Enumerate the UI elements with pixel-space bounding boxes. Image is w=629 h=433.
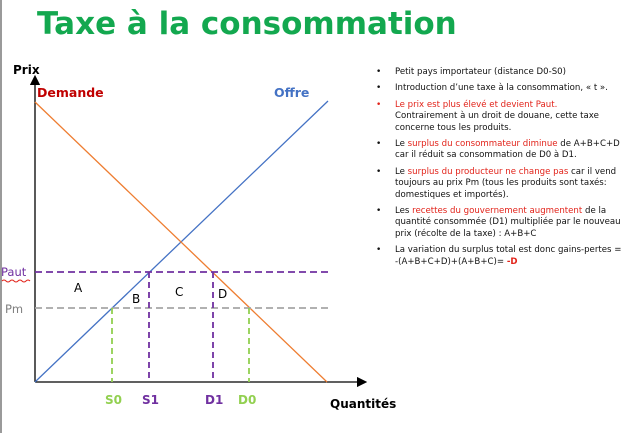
d0-label: D0: [238, 393, 256, 407]
supply-curve: [34, 100, 329, 383]
s1-label: S1: [142, 393, 159, 407]
bullet-2: Introduction d’une taxe à la consommatio…: [375, 83, 623, 95]
left-border: [0, 0, 2, 433]
bullet-6: Les recettes du gouvernement augmentent …: [375, 206, 623, 240]
paut-squiggle: [1, 279, 31, 283]
bullet-5: Le surplus du producteur ne change pas c…: [375, 167, 623, 201]
d1-label: D1: [205, 393, 223, 407]
area-b-label: B: [132, 292, 140, 306]
demand-label: Demande: [37, 85, 104, 100]
area-a-label: A: [74, 281, 83, 295]
bullet-1: Petit pays importateur (distance D0-S0): [375, 67, 623, 79]
bullet-4: Le surplus du consommateur diminue de A+…: [375, 139, 623, 162]
explanation-list: Petit pays importateur (distance D0-S0) …: [375, 67, 623, 273]
supply-label: Offre: [274, 85, 309, 100]
s0-label: S0: [105, 393, 122, 407]
y-axis-label: Prix: [13, 63, 40, 77]
area-c-label: C: [175, 285, 183, 299]
bullet-7: La variation du surplus total est donc g…: [375, 245, 623, 268]
pm-label: Pm: [5, 302, 23, 316]
bullet-3: Le prix est plus élevé et devient Paut.C…: [375, 100, 623, 134]
slide-title: Taxe à la consommation: [37, 6, 457, 42]
x-axis-label: Quantités: [330, 397, 396, 411]
area-d-label: D: [218, 287, 227, 301]
paut-label: Paut: [1, 265, 27, 279]
demand-curve: [34, 101, 328, 383]
